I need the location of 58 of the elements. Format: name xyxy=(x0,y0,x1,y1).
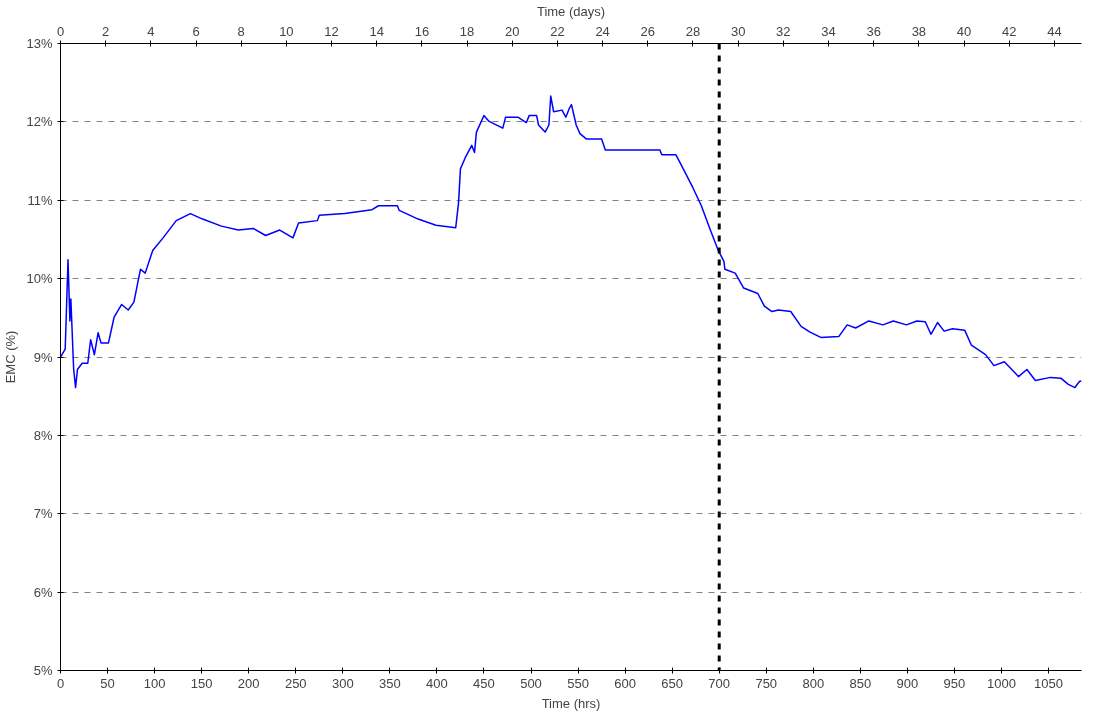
x2-tick-label: 42 xyxy=(1001,23,1017,39)
y-tick-label: 10% xyxy=(26,271,53,287)
x2-tick-label: 24 xyxy=(595,23,610,39)
y-tick-label: 13% xyxy=(26,36,53,51)
x-tick-label: 0 xyxy=(56,675,65,691)
x2-tick-label: 8 xyxy=(237,23,245,39)
x2-tick-label: 26 xyxy=(640,23,656,39)
y-axis-title: EMC (%) xyxy=(3,330,19,384)
x-tick-label: 800 xyxy=(802,675,825,691)
x-tick-label: 550 xyxy=(567,675,589,691)
x2-tick-label: 20 xyxy=(505,23,520,39)
x-tick-label: 300 xyxy=(331,675,354,691)
x-tick-label: 450 xyxy=(473,675,495,691)
x-tick-label: 200 xyxy=(237,675,260,691)
x2-axis-title: Time (days) xyxy=(536,3,606,19)
x2-tick-label: 38 xyxy=(911,23,927,39)
y-tick-label: 7% xyxy=(33,506,53,522)
x2-tick-label: 22 xyxy=(550,23,565,39)
x-tick-label: 950 xyxy=(943,675,966,691)
x-tick-label: 850 xyxy=(849,675,872,691)
y-tick-label: 9% xyxy=(33,349,53,365)
x2-tick-label: 30 xyxy=(730,23,746,39)
x2-tick-label: 2 xyxy=(102,23,110,39)
x2-tick-label: 32 xyxy=(776,23,791,39)
line-series xyxy=(60,95,1082,389)
x-tick-label: 700 xyxy=(708,675,731,691)
x2-tick-label: 36 xyxy=(866,23,881,39)
x2-tick-label: 6 xyxy=(192,23,200,39)
x-tick-label: 50 xyxy=(100,675,115,691)
x2-tick-label: 34 xyxy=(821,23,836,39)
x-tick-label: 600 xyxy=(614,675,636,691)
y-tick-label: 5% xyxy=(33,663,53,678)
y-tick-label: 12% xyxy=(26,114,53,130)
x2-tick-label: 14 xyxy=(369,23,384,39)
x2-tick-label: 12 xyxy=(324,23,339,39)
x2-tick-label: 10 xyxy=(279,23,294,39)
x-tick-label: 100 xyxy=(143,675,166,691)
x-tick-label: 900 xyxy=(896,675,919,691)
x-tick-label: 400 xyxy=(426,675,448,691)
x-tick-label: 650 xyxy=(661,675,684,691)
x2-tick-label: 18 xyxy=(459,23,475,39)
x-axis-title: Time (hrs) xyxy=(541,695,601,711)
x2-tick-label: 28 xyxy=(685,23,701,39)
x-tick-label: 350 xyxy=(379,675,401,691)
x2-tick-label: 0 xyxy=(56,23,65,39)
x2-tick-label: 40 xyxy=(956,23,972,39)
x-tick-label: 1050 xyxy=(1034,675,1064,691)
x2-tick-label: 4 xyxy=(147,23,155,39)
x2-tick-label: 16 xyxy=(414,23,430,39)
x-tick-label: 250 xyxy=(284,675,307,691)
y-tick-label: 6% xyxy=(33,584,53,600)
x-tick-label: 500 xyxy=(520,675,542,691)
x2-tick-label: 44 xyxy=(1047,23,1062,39)
x-tick-label: 750 xyxy=(755,675,778,691)
y-tick-label: 8% xyxy=(33,427,53,443)
x-tick-label: 1000 xyxy=(987,675,1016,691)
y-tick-label: 11% xyxy=(27,192,53,208)
x-tick-label: 150 xyxy=(190,675,213,691)
